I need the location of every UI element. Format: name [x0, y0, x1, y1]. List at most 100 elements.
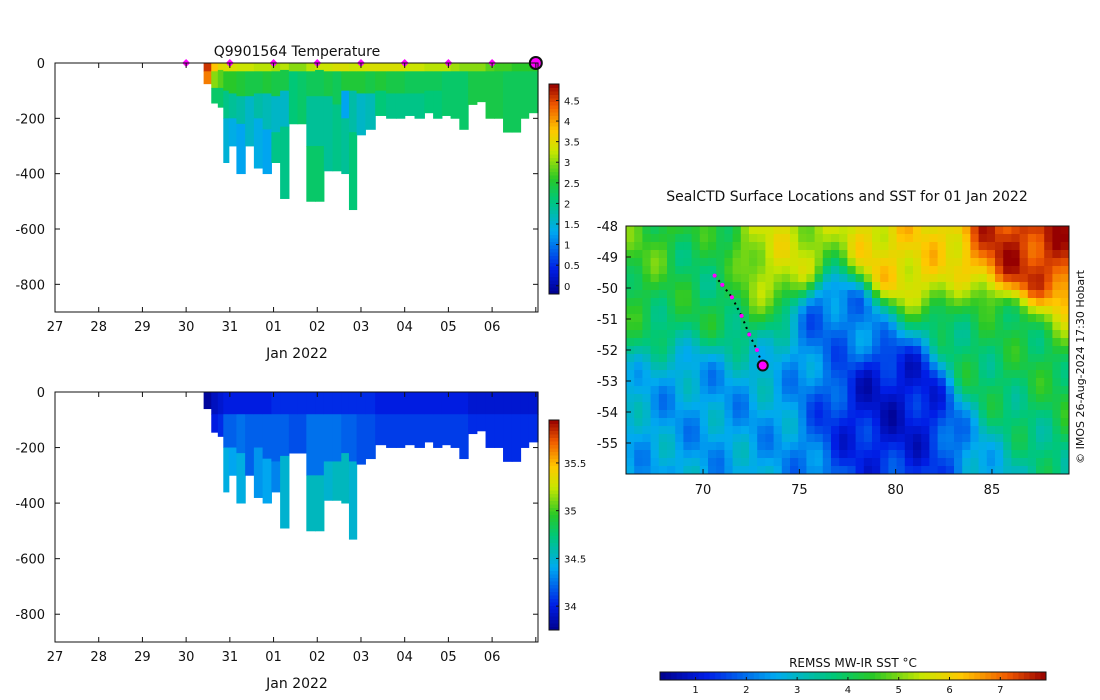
sst-cell [904, 282, 914, 291]
sst-cell [765, 242, 775, 251]
sst-cell [888, 450, 898, 459]
sst-cell [962, 234, 971, 243]
sst-cell [962, 226, 971, 235]
sst-cell [814, 234, 824, 243]
profile-cell [414, 71, 425, 94]
colorbar-segment [549, 574, 559, 578]
sst-cell [822, 410, 832, 419]
sst-cell [634, 266, 643, 275]
sst-cell [855, 234, 865, 243]
sst-cell [855, 242, 865, 251]
sst-cell [716, 298, 725, 307]
sst-cell [970, 442, 980, 451]
sst-cell [1044, 226, 1053, 235]
sst-cell [790, 418, 799, 427]
sst-cell [888, 250, 898, 259]
sst-cell [978, 450, 988, 459]
sst-cell [814, 394, 824, 403]
sst-cell [1052, 266, 1062, 275]
sst-cell [839, 242, 848, 251]
sst-cell [806, 274, 816, 283]
colorbar-segment [709, 672, 716, 680]
sst-cell [839, 394, 848, 403]
sst-cell [724, 338, 734, 347]
profile-cell [203, 392, 212, 410]
sst-cell [699, 306, 709, 315]
sst-cell [1011, 378, 1021, 387]
sst-cell [945, 402, 955, 411]
sst-cell [913, 306, 922, 315]
sst-cell [814, 290, 824, 299]
sst-cell [658, 266, 668, 275]
sst-cell [634, 442, 643, 451]
sst-cell [962, 322, 971, 331]
sst-cell [781, 466, 791, 474]
sst-cell [806, 250, 816, 259]
sst-cell [1036, 442, 1045, 451]
sst-cell [650, 394, 660, 403]
sst-cell [954, 450, 963, 459]
sst-cell [839, 306, 848, 315]
sst-cell [1019, 282, 1029, 291]
sst-cell [806, 458, 816, 467]
sst-cell [995, 346, 1004, 355]
sst-cell [937, 282, 947, 291]
sst-cell [658, 458, 668, 467]
sst-cell [904, 234, 914, 243]
sst-cell [675, 458, 684, 467]
sst-cell [790, 362, 799, 371]
sst-cell [773, 258, 783, 267]
sst-cell [1044, 354, 1053, 363]
colorbar-segment [1001, 672, 1008, 680]
sst-cell [773, 394, 783, 403]
colorbar-segment [549, 147, 559, 151]
sst-cell [962, 314, 971, 323]
sst-cell [626, 298, 635, 307]
sst-cell [847, 314, 857, 323]
y-tick-label: -600 [15, 553, 45, 568]
sst-cell [806, 450, 816, 459]
sst-cell [1044, 442, 1053, 451]
sst-cell [675, 386, 684, 395]
sst-cell [708, 306, 717, 315]
sst-cell [1027, 250, 1037, 259]
sst-cell [962, 258, 971, 267]
sst-cell [757, 354, 766, 363]
sst-cell [970, 250, 980, 259]
sst-cell [814, 346, 824, 355]
sst-cell [757, 394, 766, 403]
profile-cell [365, 63, 376, 72]
sst-cell [954, 418, 963, 427]
sst-cell [855, 274, 865, 283]
colorbar-segment [549, 462, 559, 466]
colorbar-segment [549, 255, 559, 260]
sst-cell [765, 258, 775, 267]
sst-cell [978, 338, 988, 347]
sst-cell [790, 242, 799, 251]
sst-cell [1052, 298, 1062, 307]
profile-cell [386, 93, 397, 119]
sst-cell [847, 266, 857, 275]
sst-cell [995, 450, 1004, 459]
salinity-xlabel: Jan 2022 [265, 676, 328, 692]
profile-cell [424, 63, 434, 72]
profile-cell [315, 414, 325, 476]
sst-cell [863, 322, 873, 331]
sst-cell [995, 426, 1004, 435]
sst-cell [650, 354, 660, 363]
sst-cell [683, 306, 693, 315]
sst-cell [847, 282, 857, 291]
sst-cell [650, 370, 660, 379]
sst-cell [962, 266, 971, 275]
sst-cell [626, 314, 635, 323]
sst-cell [863, 330, 873, 339]
sst-cell [798, 250, 807, 259]
sst-cell [691, 370, 701, 379]
sst-cell [872, 394, 881, 403]
sst-cell [986, 426, 996, 435]
sst-cell [1060, 354, 1069, 363]
sst-cell [1036, 418, 1045, 427]
colorbar-tick-label: 35.5 [564, 459, 586, 470]
sst-cell [675, 250, 684, 259]
